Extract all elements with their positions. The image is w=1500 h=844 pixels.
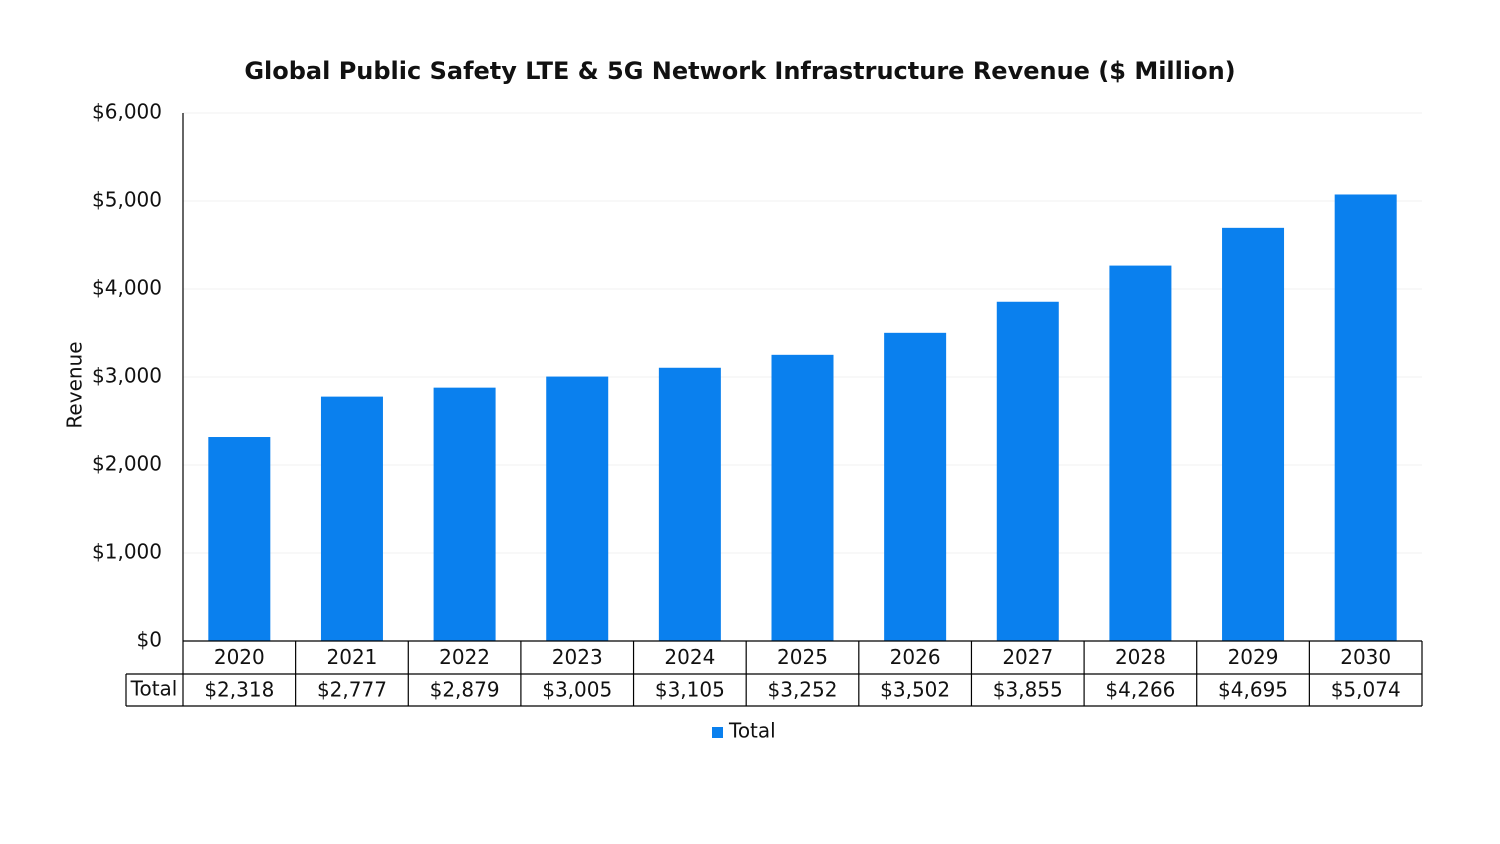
table-value: $2,879 (430, 678, 500, 702)
x-tick-label: 2027 (1002, 645, 1053, 669)
table-value: $4,695 (1218, 678, 1288, 702)
table-value: $5,074 (1331, 678, 1401, 702)
bar (1334, 194, 1397, 641)
table-value: $3,252 (768, 678, 838, 702)
table-value: $3,855 (993, 678, 1063, 702)
bar (658, 367, 721, 641)
y-tick-label: $5,000 (92, 188, 162, 212)
table-row-header: Total (130, 677, 178, 701)
legend-label: Total (728, 719, 776, 743)
bar (320, 396, 383, 641)
table-value: $3,502 (880, 678, 950, 702)
y-tick-label: $6,000 (92, 100, 162, 124)
y-tick-label: $3,000 (92, 364, 162, 388)
table-value: $3,005 (542, 678, 612, 702)
table-value: $3,105 (655, 678, 725, 702)
y-tick-label: $4,000 (92, 276, 162, 300)
x-tick-label: 2020 (214, 645, 265, 669)
y-tick-label: $1,000 (92, 540, 162, 564)
bar (884, 332, 947, 641)
table-value: $4,266 (1105, 678, 1175, 702)
bar (433, 387, 496, 641)
x-tick-label: 2023 (552, 645, 603, 669)
bar (771, 354, 834, 641)
y-axis-label: Revenue (63, 341, 87, 428)
x-tick-label: 2026 (890, 645, 941, 669)
x-tick-label: 2029 (1228, 645, 1279, 669)
chart-title: Global Public Safety LTE & 5G Network In… (244, 57, 1235, 85)
bar (546, 376, 609, 641)
table-value: $2,318 (204, 678, 274, 702)
x-tick-label: 2030 (1340, 645, 1391, 669)
bar (1109, 265, 1172, 641)
table-value: $2,777 (317, 678, 387, 702)
x-tick-label: 2022 (439, 645, 490, 669)
x-tick-label: 2028 (1115, 645, 1166, 669)
x-tick-label: 2025 (777, 645, 828, 669)
bar (996, 301, 1059, 641)
bar (208, 437, 271, 641)
legend-swatch (712, 727, 723, 738)
bar (1222, 227, 1285, 641)
y-tick-label: $2,000 (92, 452, 162, 476)
y-tick-label: $0 (137, 628, 162, 652)
x-tick-label: 2021 (327, 645, 378, 669)
x-tick-label: 2024 (664, 645, 715, 669)
